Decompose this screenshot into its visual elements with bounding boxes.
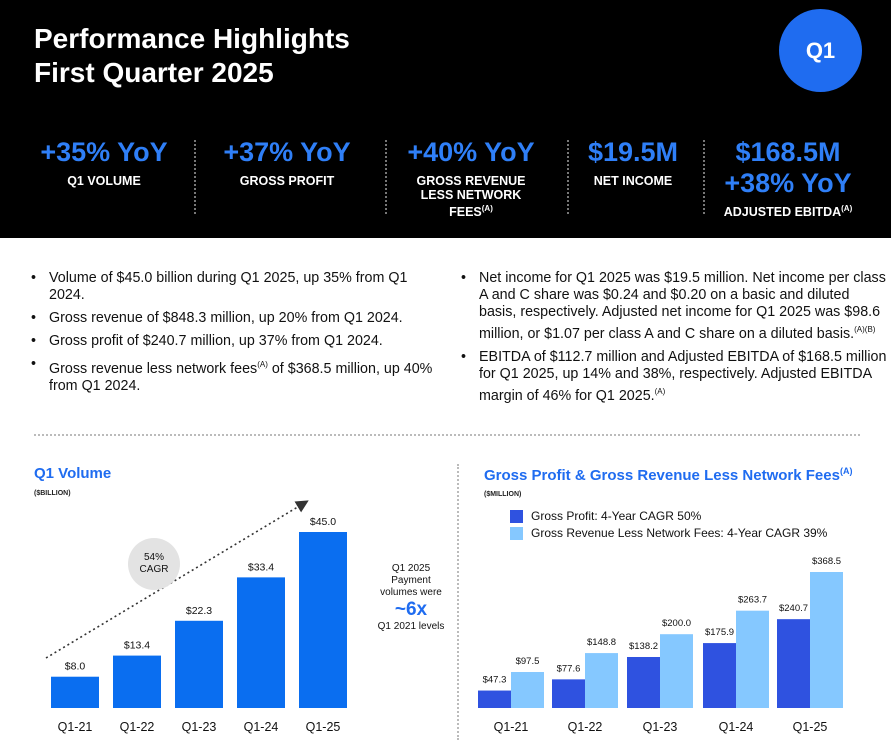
kpi-value: $19.5M <box>587 137 679 167</box>
volume-bar <box>113 655 161 708</box>
kpi-label-text: GROSS REVENUE LESS NETWORK FEES <box>416 174 526 220</box>
page-title: Performance Highlights First Quarter 202… <box>34 22 350 90</box>
volume-bar-label: $22.3 <box>186 605 212 617</box>
kpi-label: GROSS PROFIT <box>239 174 335 188</box>
footnote-marker: (A) <box>841 204 853 213</box>
section-divider <box>34 434 860 436</box>
bullets-left: Volume of $45.0 billion during Q1 2025, … <box>31 270 443 401</box>
legend-item-gross-profit: Gross Profit: 4-Year CAGR 50% <box>510 508 827 524</box>
volume-chart-unit: ($BILLION) <box>34 490 71 497</box>
chart-divider <box>457 464 459 740</box>
note-line: Q1 2021 levels <box>377 621 445 632</box>
kpi-label: Q1 VOLUME <box>67 174 141 188</box>
volume-bar-label: $33.4 <box>248 561 274 573</box>
volume-bar-label: $13.4 <box>124 640 150 652</box>
list-item: Gross profit of $240.7 million, up 37% f… <box>31 333 443 350</box>
list-item: Net income for Q1 2025 was $19.5 million… <box>461 270 889 343</box>
volume-bar <box>51 676 99 708</box>
list-item: Gross revenue of $848.3 million, up 20% … <box>31 310 443 327</box>
kpi-volume: +35% YoY Q1 VOLUME <box>34 136 174 188</box>
gross-chart-title: Gross Profit & Gross Revenue Less Networ… <box>484 466 853 484</box>
volume-category-label: Q1-22 <box>120 720 155 734</box>
list-item: Gross revenue less network fees(A) of $3… <box>31 356 443 395</box>
quarter-badge: Q1 <box>779 9 862 92</box>
legend-swatch <box>510 526 523 540</box>
kpi-value: $168.5M <box>735 137 841 167</box>
kpi-separator <box>194 140 196 214</box>
cagr-value: 54% <box>143 552 164 563</box>
legend-label: Gross Revenue Less Network Fees: 4-Year … <box>531 526 828 540</box>
volume-bar <box>175 620 223 708</box>
title-line-1: Performance Highlights <box>34 23 350 54</box>
legend-swatch <box>510 509 523 523</box>
volume-bar-label: $8.0 <box>65 661 86 673</box>
kpi-value: +40% YoY <box>407 137 535 167</box>
kpi-gross-profit: +37% YoY GROSS PROFIT <box>212 136 362 188</box>
cagr-label: CAGR <box>139 564 169 575</box>
note-line: volumes were <box>380 587 442 598</box>
kpi-label-text: ADJUSTED EBITDA <box>723 205 842 220</box>
volume-note: Q1 2025 Payment volumes were ~6x Q1 2021… <box>366 563 456 633</box>
gross-chart-legend: Gross Profit: 4-Year CAGR 50% Gross Reve… <box>510 508 827 542</box>
kpi-net-income: $19.5M NET INCOME <box>580 136 686 188</box>
note-line: Payment <box>391 575 431 586</box>
note-line: Q1 2025 <box>391 563 431 574</box>
kpi-separator <box>703 140 705 214</box>
volume-category-label: Q1-25 <box>306 720 341 734</box>
kpi-label: ADJUSTED EBITDA(A) <box>712 202 864 219</box>
kpi-separator <box>567 140 569 214</box>
kpi-adjusted-ebitda: $168.5M +38% YoY ADJUSTED EBITDA(A) <box>712 136 864 219</box>
footnote-marker: (A) <box>654 386 666 396</box>
list-item: EBITDA of $112.7 million and Adjusted EB… <box>461 349 889 405</box>
volume-category-label: Q1-23 <box>182 720 217 734</box>
footnote-marker: (A)(B) <box>854 325 876 334</box>
trend-arrow <box>45 500 309 659</box>
volume-bar <box>237 577 285 708</box>
footnote-marker: (A) <box>839 466 853 476</box>
cagr-badge: 54% CAGR <box>128 538 180 590</box>
kpi-label: NET INCOME <box>593 174 673 188</box>
volume-bar-label: $45.0 <box>310 516 336 528</box>
volume-bar <box>299 532 347 708</box>
kpi-label: GROSS REVENUE LESS NETWORK FEES(A) <box>400 174 542 219</box>
kpi-value: +37% YoY <box>223 137 351 167</box>
legend-label: Gross Profit: 4-Year CAGR 50% <box>531 509 702 523</box>
kpi-value-secondary: +38% YoY <box>724 168 852 198</box>
kpi-gross-revenue-less-fees: +40% YoY GROSS REVENUE LESS NETWORK FEES… <box>400 136 542 219</box>
footnote-marker: (A) <box>481 204 493 213</box>
volume-category-label: Q1-21 <box>58 720 93 734</box>
title-line-2: First Quarter 2025 <box>34 57 274 88</box>
list-item: Volume of $45.0 billion during Q1 2025, … <box>31 270 443 304</box>
kpi-value: +35% YoY <box>40 137 168 167</box>
header-banner: Performance Highlights First Quarter 202… <box>0 0 891 238</box>
bullets-right: Net income for Q1 2025 was $19.5 million… <box>461 270 889 411</box>
note-multiple: ~6x <box>394 599 428 620</box>
kpi-separator <box>385 140 387 214</box>
volume-category-label: Q1-24 <box>244 720 279 734</box>
footnote-marker: (A) <box>257 360 268 369</box>
gross-chart-unit: ($MILLION) <box>484 491 522 498</box>
volume-chart-title: Q1 Volume <box>34 465 112 482</box>
legend-item-gross-revenue: Gross Revenue Less Network Fees: 4-Year … <box>510 525 827 541</box>
